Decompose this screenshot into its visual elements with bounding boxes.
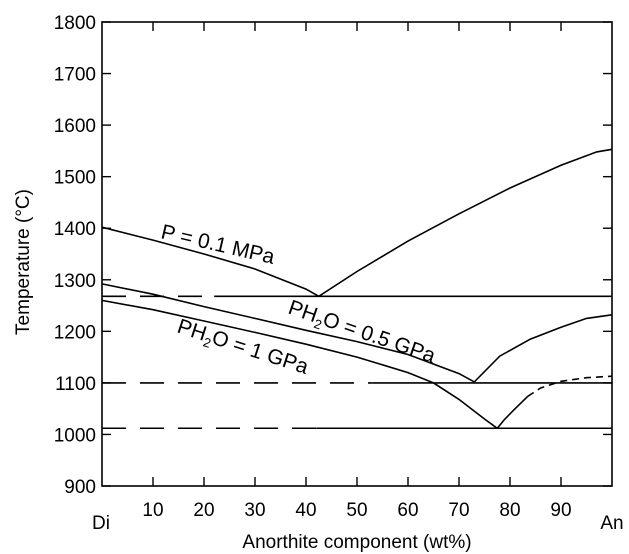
y-axis-title: Temperature (°C)	[13, 189, 34, 335]
y-tick-label: 1700	[54, 65, 96, 86]
y-tick-label: 1000	[54, 425, 96, 446]
axis-text: Anorthite component (wt%) Temperature (°…	[13, 189, 624, 553]
y-tick-label: 1600	[54, 116, 96, 137]
curves	[101, 148, 613, 430]
y-tick-label: 1400	[54, 219, 96, 240]
x-tick-label: 50	[346, 500, 367, 521]
y-tick-label: 1300	[54, 271, 96, 292]
axes: 900 1000 1100 1200 1300 1400 1500 1600 1700 1800 1…	[54, 13, 613, 521]
x-tick-label: 20	[193, 500, 214, 521]
x-tick-label: 30	[244, 500, 265, 521]
y-tick-label: 1200	[54, 322, 96, 343]
x-end-label-di: Di	[92, 513, 110, 534]
curve-label-0: P = 0.1 MPa	[159, 220, 277, 269]
liquidus-an-2	[496, 395, 529, 429]
x-tick-label: 60	[397, 500, 418, 521]
x-tick-label: 10	[142, 500, 163, 521]
y-tick-label: 1500	[54, 168, 96, 189]
liquidus-an-metastable-2	[527, 375, 613, 397]
x-tick-label: 70	[448, 500, 469, 521]
liquidus-an-1	[473, 314, 613, 383]
x-axis-title: Anorthite component (wt%)	[242, 532, 471, 553]
liquidus-an-0	[318, 148, 613, 297]
liquidus-di-2	[101, 299, 498, 429]
liquidus-di-1	[101, 283, 475, 383]
liquidus-di-0	[101, 226, 320, 297]
x-tick-label: 80	[499, 500, 520, 521]
y-tick-label: 1800	[54, 13, 96, 34]
x-tick-label: 40	[295, 500, 316, 521]
y-tick-label: 1100	[55, 374, 96, 395]
plot-frame	[101, 21, 613, 487]
x-end-label-an: An	[600, 513, 623, 534]
y-tick-label: 900	[64, 477, 96, 498]
x-tick-label: 90	[550, 500, 571, 521]
curve-label-2: PH2O = 1 GPa	[174, 315, 312, 382]
